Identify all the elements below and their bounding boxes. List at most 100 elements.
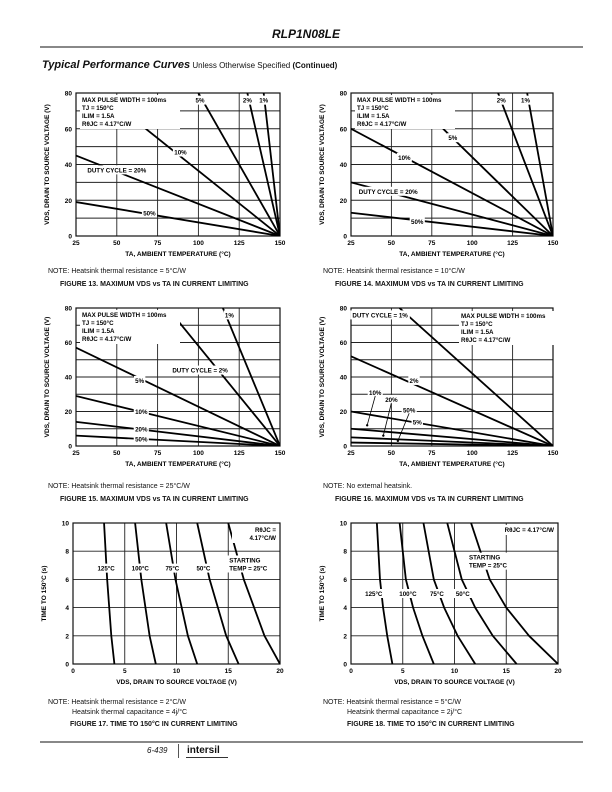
y-tick-label: 20 (340, 198, 348, 205)
series-label: 10% (174, 149, 187, 156)
test-condition: TJ = 150°C (461, 321, 493, 328)
series-line (197, 93, 280, 236)
x-axis-label: VDS, DRAIN TO SOURCE VOLTAGE (V) (394, 679, 515, 686)
label-background (194, 563, 213, 573)
test-condition: ILIM = 1.5A (82, 328, 115, 335)
series-label: 125°C (97, 566, 115, 573)
y-tick-label: 10 (340, 521, 348, 528)
x-tick-label: 5 (123, 668, 127, 675)
y-tick-label: 20 (340, 409, 348, 416)
label-background (411, 417, 423, 427)
x-tick-label: 125 (507, 450, 518, 457)
x-tick-label: 50 (388, 240, 396, 247)
series-label: DUTY CYCLE = 20% (87, 167, 146, 174)
label-background (396, 152, 412, 162)
arrow-head (365, 424, 369, 427)
x-tick-label: 75 (154, 240, 162, 247)
y-axis-label: VDS, DRAIN TO SOURCE VOLTAGE (V) (44, 317, 51, 438)
y-tick-label: 20 (65, 198, 73, 205)
conditions-background (232, 525, 276, 543)
x-tick-label: 125 (507, 240, 518, 247)
section-title: Typical Performance Curves (42, 59, 191, 71)
plot-frame (350, 92, 554, 237)
y-tick-label: 80 (65, 91, 73, 98)
label-background (257, 95, 270, 105)
series-line (470, 523, 558, 664)
label-background (495, 95, 507, 105)
label-background (350, 310, 410, 320)
test-condition: TJ = 150°C (82, 320, 114, 327)
label-background (362, 589, 386, 598)
figure-16-caption: FIGURE 16. MAXIMUM VDS vs TA IN CURRENT … (335, 496, 524, 503)
y-tick-label: 0 (65, 662, 69, 669)
test-condition: TJ = 150°C (357, 105, 389, 112)
label-background (453, 589, 473, 598)
series-line (222, 308, 280, 446)
label-background (223, 310, 236, 320)
test-condition: MAX PULSE WIDTH = 100ms (82, 312, 167, 319)
label-background (447, 133, 459, 143)
series-line (140, 124, 280, 236)
series-line (165, 523, 199, 664)
y-tick-label: 60 (340, 340, 348, 347)
starting-temp-label: TEMP = 25°C (469, 563, 507, 570)
x-tick-label: 50 (113, 240, 121, 247)
series-label: 1% (225, 312, 234, 319)
y-tick-label: 6 (65, 577, 69, 584)
series-label: 125°C (365, 591, 383, 598)
label-background (133, 407, 149, 416)
series-line (134, 523, 157, 664)
label-background (409, 217, 425, 227)
series-line (398, 308, 553, 446)
label-background (408, 375, 420, 385)
starting-label-background (227, 555, 274, 573)
figure-16-note: NOTE: No external heatsink. (323, 483, 413, 490)
pointer-arrow (366, 395, 376, 426)
starting-temp-label: STARTING (229, 557, 260, 564)
figure-15-chart: 25 50 75 100 125 150 0 20 40 60 80 TA, AMBIENT TEMP… (44, 306, 286, 469)
test-condition: MAX PULSE WIDTH = 100ms (82, 97, 167, 104)
x-tick-label: 75 (428, 240, 436, 247)
y-tick-label: 40 (340, 375, 348, 382)
series-line (178, 321, 280, 446)
series-label: 5% (196, 98, 205, 105)
series-label: 50% (135, 437, 148, 444)
series-line (446, 523, 518, 664)
series-line (398, 523, 435, 664)
y-axis-label: TIME TO 150°C (s) (318, 566, 326, 622)
series-line (246, 93, 280, 236)
label-background (133, 434, 149, 444)
series-label: 1% (259, 98, 268, 105)
x-tick-label: 10 (173, 668, 181, 675)
x-tick-label: 100 (467, 240, 478, 247)
series-label: 75°C (165, 566, 179, 573)
series-line (351, 355, 553, 446)
page-number: 6-439 (147, 746, 168, 755)
test-condition: RθJC = 4.17°C/W (82, 121, 131, 128)
label-background (170, 365, 230, 375)
series-line (351, 127, 553, 236)
conditions-background (484, 525, 554, 535)
figure-15-caption: FIGURE 15. MAXIMUM VDS vs TA IN CURRENT … (60, 496, 249, 503)
figure-13-chart: 25 50 75 100 125 150 0 20 40 60 80 TA, AMBIENT TEMP… (44, 91, 286, 259)
label-background (172, 147, 188, 157)
series-label: 2% (410, 378, 419, 385)
pointer-arrow (397, 413, 410, 441)
x-tick-label: 100 (193, 450, 204, 457)
y-tick-label: 6 (343, 577, 347, 584)
series-line (76, 201, 280, 236)
test-condition: ILIM = 1.5A (82, 113, 115, 120)
header-rule (40, 46, 583, 48)
series-label: 50% (411, 219, 424, 226)
x-tick-label: 150 (275, 240, 286, 247)
test-condition: MAX PULSE WIDTH = 100ms (357, 97, 442, 104)
section-continued: (Continued) (292, 61, 338, 70)
series-label: 1% (521, 98, 530, 105)
arrow-head (382, 434, 385, 437)
label-background (133, 375, 146, 385)
figure-14-note: NOTE: Heatsink thermal resistance = 10°C… (323, 268, 465, 275)
test-condition: ILIM = 1.5A (357, 113, 390, 120)
plot-frame (350, 307, 554, 447)
x-tick-label: 20 (276, 668, 284, 675)
footer-rule (40, 741, 583, 743)
